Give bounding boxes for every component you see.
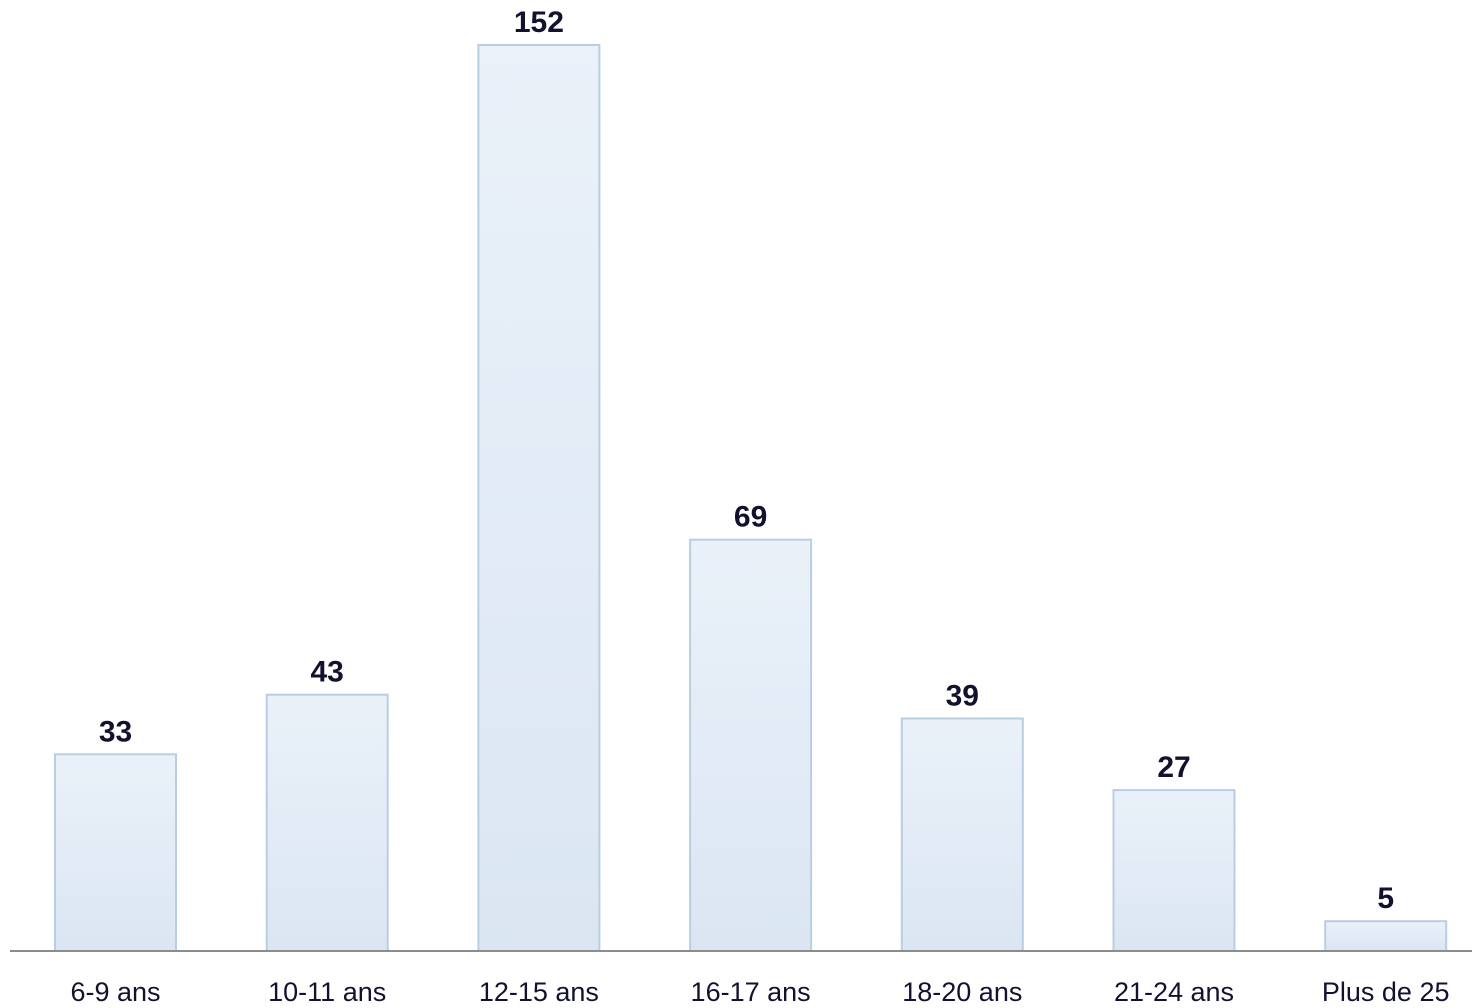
x-tick-label-3: 12-15 ans (479, 977, 599, 1007)
x-tick-label-7: Plus de 25 (1322, 977, 1450, 1007)
value-label-2: 43 (311, 656, 344, 689)
bar-1 (54, 753, 177, 952)
value-label-7: 5 (1377, 882, 1394, 915)
x-tick-label-2: 10-11 ans (268, 977, 386, 1007)
x-tick-label-1: 6-9 ans (70, 977, 160, 1007)
bar-7 (1324, 920, 1448, 953)
x-tick-label-5: 18-20 ans (902, 977, 1022, 1007)
bar-5 (900, 717, 1024, 952)
value-label-5: 39 (946, 680, 979, 713)
bar-4 (689, 538, 813, 952)
bar-3 (477, 44, 601, 952)
bars-group (54, 44, 1448, 953)
value-label-3: 152 (514, 6, 564, 39)
x-tick-labels-group: 6-9 ans 10-11 ans 12-15 ans 16-17 ans 18-20 … (70, 977, 1449, 1007)
value-labels-group: 33 43 152 69 39 27 5 (99, 6, 1394, 915)
bar-6 (1112, 789, 1236, 952)
x-tick-label-4: 16-17 ans (691, 977, 811, 1007)
x-tick-label-6: 21-24 ans (1114, 977, 1234, 1007)
bar-2 (265, 693, 389, 952)
value-label-6: 27 (1157, 751, 1190, 784)
value-label-4: 69 (734, 501, 767, 534)
value-label-1: 33 (99, 715, 132, 748)
